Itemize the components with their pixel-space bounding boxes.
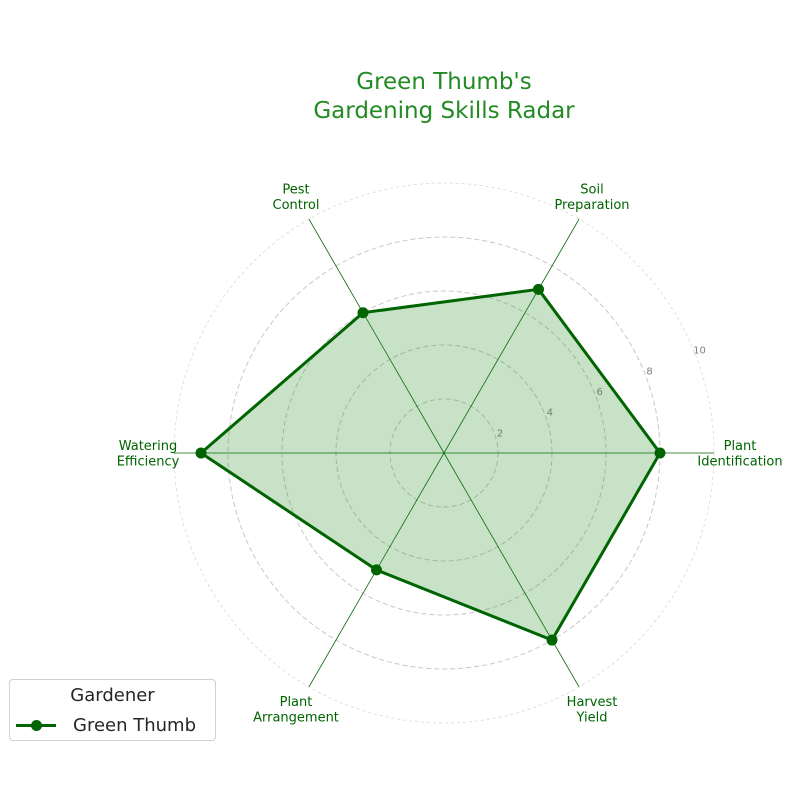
radial-tick-label: 10 — [693, 346, 706, 357]
data-point — [195, 447, 207, 459]
data-point — [371, 564, 382, 576]
data-point — [357, 307, 369, 319]
legend-item: Green Thumb — [16, 713, 196, 737]
category-label: Watering Efficiency — [117, 439, 180, 470]
legend-title: Gardener — [70, 685, 155, 706]
legend-marker-icon — [16, 715, 56, 735]
radial-tick-label: 8 — [646, 366, 652, 377]
category-label: Plant Arrangement — [253, 695, 339, 726]
radial-tick-label: 2 — [497, 428, 503, 439]
radial-tick-label: 4 — [547, 408, 553, 419]
axis-spoke — [308, 218, 445, 454]
series-layer — [195, 283, 666, 646]
axis-spoke — [443, 452, 580, 688]
data-point — [654, 447, 666, 459]
category-label: Harvest Yield — [567, 695, 618, 726]
radial-tick-label: 6 — [596, 387, 602, 398]
category-label: Soil Preparation — [554, 182, 629, 213]
axis-spoke — [443, 218, 580, 454]
category-label: Pest Control — [273, 182, 320, 213]
category-label: Plant Identification — [697, 439, 782, 470]
data-point — [546, 634, 558, 646]
radial-tick-labels: 2 4 6 8 10 — [497, 346, 706, 440]
series-fill-area — [201, 289, 660, 641]
legend: Gardener Green Thumb — [9, 679, 216, 741]
category-labels: Plant Identification Soil Preparation Pest Co… — [117, 182, 783, 725]
chart-title: Green Thumb's Gardening Skills Radar — [313, 69, 575, 124]
legend-label: Green Thumb — [73, 714, 197, 736]
data-point — [533, 283, 544, 295]
